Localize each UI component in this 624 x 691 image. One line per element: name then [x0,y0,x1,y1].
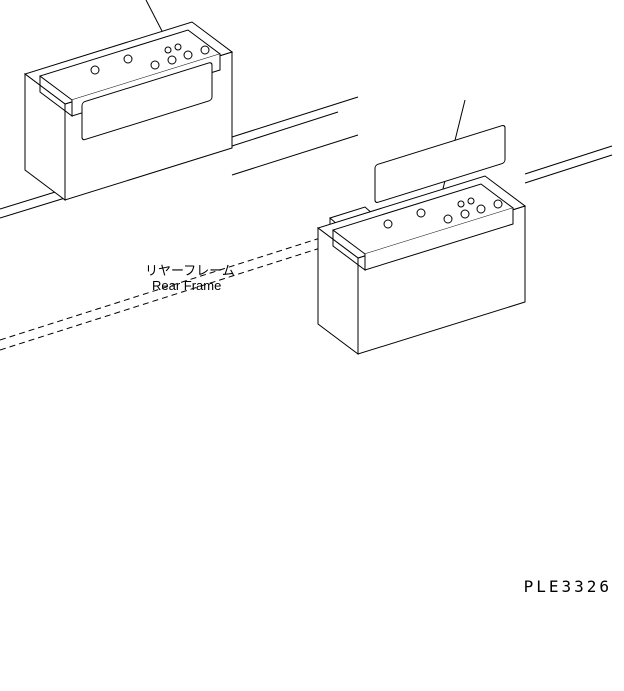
battery-left [25,22,232,200]
diagram-container: リヤーフレーム Rear Frame PLE3326 [0,0,624,691]
frame-rail [232,135,358,175]
frame-rail [525,155,612,183]
label-rear-frame-en: Rear Frame [152,278,221,293]
label-rear-frame-jp: リヤーフレーム [145,260,235,279]
frame-rail [525,146,612,174]
frame-rail [232,112,338,146]
frame-rail [0,198,65,218]
frame-rail [232,97,358,137]
battery-right [318,125,525,354]
drawing-reference-code: PLE3326 [524,577,612,596]
frame-rail-dashed [0,236,358,350]
